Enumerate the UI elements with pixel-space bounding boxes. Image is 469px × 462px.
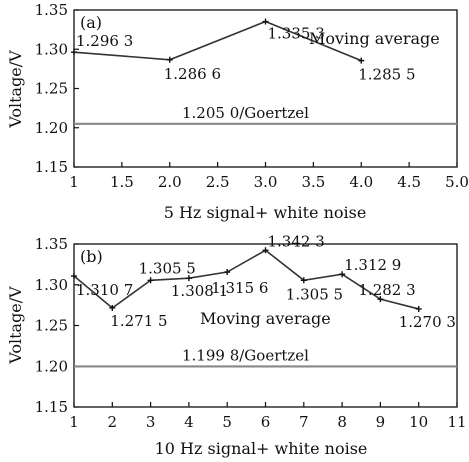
x-tick-label: 10 (409, 413, 428, 431)
data-value-label: 1.270 3 (399, 313, 456, 331)
data-value-label: 1.312 9 (344, 256, 401, 274)
x-tick-label: 11 (447, 413, 466, 431)
x-axis-ticks: 1 1.5 2.0 2.5 3.0 3.5 4.0 4.5 5.0 (69, 162, 469, 191)
data-point-marker (262, 18, 269, 25)
data-point-marker (300, 277, 307, 284)
goertzel-reference: 1.199 8/Goertzel (74, 346, 457, 368)
data-value-label: 1.286 6 (164, 65, 221, 83)
x-axis-label: 10 Hz signal+ white noise (155, 439, 368, 458)
y-tick-label: 1.25 (35, 80, 68, 98)
data-point-marker (185, 275, 192, 282)
chart-panel-b: 1 2 3 4 5 6 7 8 9 10 11 1.15 1.20 1.25 1.30 1.35 1.199… (6, 232, 467, 458)
data-value-label: 1.271 5 (110, 312, 167, 330)
y-axis-label: Voltage/V (6, 50, 25, 129)
x-tick-label: 4.0 (349, 173, 373, 191)
data-value-label: 1.308 1 (171, 282, 228, 300)
data-point-marker (224, 269, 231, 276)
series-line (73, 20, 362, 62)
data-value-label: 1.310 7 (76, 281, 133, 299)
x-tick-label: 4.5 (397, 173, 421, 191)
series-name-label: Moving average (309, 29, 440, 48)
goertzel-label: 1.205 0/Goertzel (182, 104, 309, 122)
x-tick-label: 7 (299, 413, 309, 431)
data-point-marker (415, 305, 422, 312)
x-tick-label: 2.0 (158, 173, 182, 191)
data-point-marker (147, 277, 154, 284)
x-tick-label: 3.0 (254, 173, 278, 191)
moving-average-series: 1.310 7 1.271 5 1.305 5 1.308 11.315 6 1.342… (71, 232, 456, 331)
series-name-label: Moving average (200, 309, 331, 328)
x-tick-label: 4 (184, 413, 194, 431)
y-tick-label: 1.30 (35, 40, 68, 58)
chart-panel-a: 1 1.5 2.0 2.5 3.0 3.5 4.0 4.5 5.0 1.151.201.251.… (6, 1, 469, 222)
y-axis-ticks: 1.15 1.20 1.25 1.30 1.35 (35, 1, 79, 176)
x-tick-label: 2.5 (206, 173, 230, 191)
data-value-label: 1.305 5 (139, 259, 196, 277)
data-point-marker (71, 49, 77, 56)
data-value-label: 1.285 5 (358, 66, 415, 84)
y-tick-label: 1.15 (35, 398, 68, 416)
data-point-marker (358, 57, 365, 64)
y-tick-label: 1.15 (35, 158, 68, 176)
y-tick-label: 1.35 (35, 1, 68, 19)
moving-average-series: 1.296 3 1.286 6 1.335 3 1.285 5 (71, 18, 416, 84)
y-tick-label: 1.30 (35, 276, 68, 294)
x-axis-ticks: 1 2 3 4 5 6 7 8 9 10 11 (69, 402, 467, 431)
x-tick-label: 2 (108, 413, 118, 431)
y-tick-label: 1.20 (35, 119, 68, 137)
data-value-label: 1.342 3 (268, 232, 325, 250)
x-tick-label: 3.5 (301, 173, 325, 191)
data-point-marker (262, 247, 269, 254)
data-point-marker (339, 271, 346, 278)
x-tick-label: 3 (146, 413, 156, 431)
data-value-label: 1.305 5 (286, 285, 343, 303)
goertzel-label: 1.199 8/Goertzel (182, 346, 309, 364)
y-tick-label: 1.25 (35, 317, 68, 335)
x-tick-label: 1.5 (110, 173, 134, 191)
series-line (73, 249, 419, 310)
data-value-label: 1.282 3 (358, 281, 415, 299)
y-tick-label: 1.20 (35, 357, 68, 375)
x-tick-label: 1 (69, 413, 79, 431)
panel-label: (a) (80, 13, 102, 32)
data-point-marker (109, 304, 116, 311)
y-axis-label: Voltage/V (6, 286, 25, 365)
data-value-label: 1.296 3 (76, 32, 133, 50)
panel-label: (b) (80, 247, 103, 266)
goertzel-reference: 1.205 0/Goertzel (74, 104, 457, 125)
x-tick-label: 1 (69, 173, 79, 191)
data-value-label: 1.315 6 (211, 279, 268, 297)
x-tick-label: 6 (261, 413, 271, 431)
x-tick-label: 9 (376, 413, 386, 431)
x-tick-label: 8 (337, 413, 347, 431)
data-value-label: 1.335 3 (268, 25, 325, 43)
data-point-marker (377, 296, 384, 303)
y-axis-ticks: 1.15 1.20 1.25 1.30 1.35 (35, 235, 79, 416)
x-tick-label: 5 (222, 413, 232, 431)
x-axis-label: 5 Hz signal+ white noise (164, 203, 367, 222)
data-point-marker (71, 273, 77, 280)
x-tick-label: 5.0 (445, 173, 469, 191)
data-point-marker (166, 56, 173, 63)
y-tick-label: 1.35 (35, 235, 68, 253)
